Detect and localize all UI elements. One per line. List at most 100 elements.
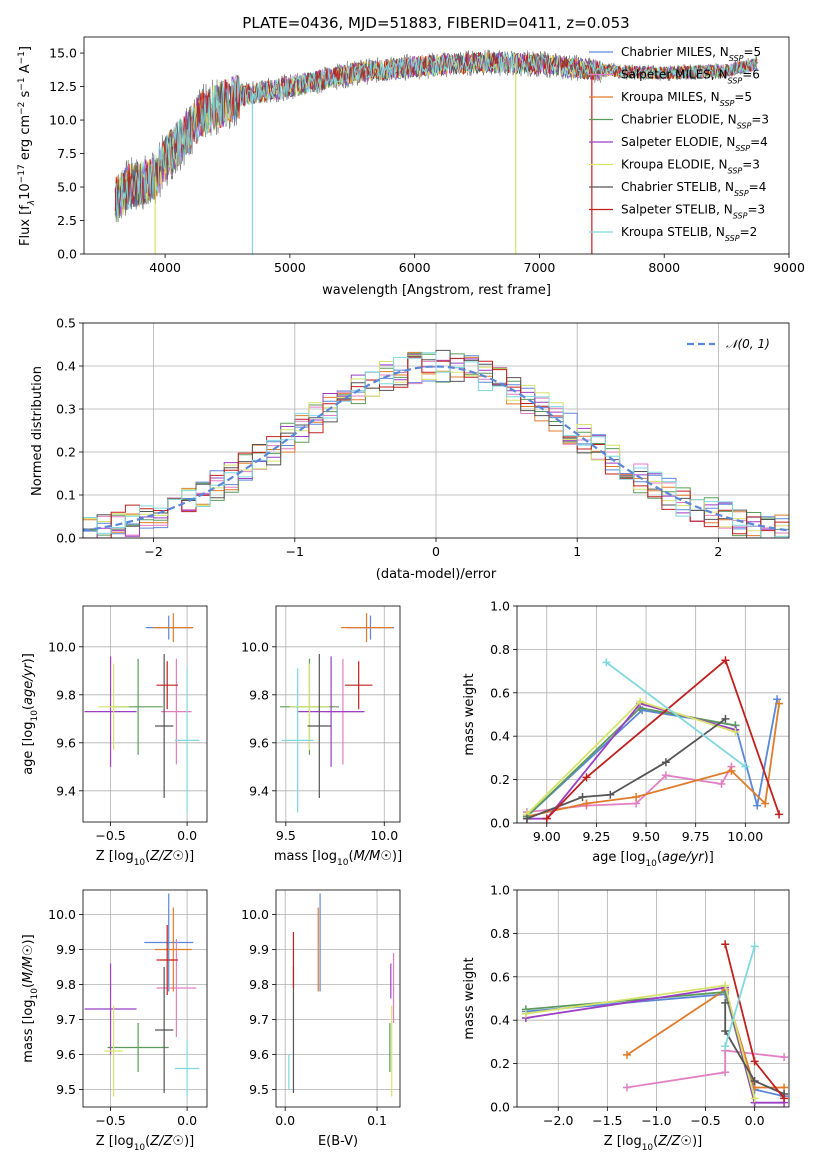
x-tick-label: 9.5 xyxy=(276,828,296,843)
y-tick-label: 10.0 xyxy=(48,639,76,654)
weight-series-8 xyxy=(602,658,750,771)
weight-marker xyxy=(522,814,531,823)
weight-marker xyxy=(721,998,730,1007)
spectrum-axes: 4000 5000 6000 7000 8000 9000 0.0 2.5 5.0 7.5 10.0… xyxy=(49,46,805,275)
weight-marker xyxy=(731,727,740,736)
errorbar-point-2 xyxy=(153,613,194,642)
ebv-xlabel: E(B-V) xyxy=(318,1134,358,1149)
weight-marker xyxy=(721,940,730,949)
weight-marker xyxy=(750,1076,759,1085)
weight-marker xyxy=(721,1042,730,1051)
x-tick-label: −0.5 xyxy=(95,1113,125,1128)
x-tick-label: 9.25 xyxy=(582,829,610,844)
residuals-xlabel: (data-model)/error xyxy=(376,567,497,582)
y-tick-label: 0.0 xyxy=(490,1100,510,1115)
x-tick-label: 4000 xyxy=(149,260,181,275)
legend-label: Kroupa STELIB, NSSP=2 xyxy=(621,225,757,243)
y-tick-label: 0.6 xyxy=(490,685,510,700)
residuals-ylabel: Normed distribution xyxy=(30,366,45,496)
age-vs-mass-frame xyxy=(275,605,401,823)
x-tick-label: 0.0 xyxy=(745,1113,765,1128)
weight-z-xlabel: Z [log10(Z/Z☉)] xyxy=(604,1134,703,1153)
legend-label: Chabrier ELODIE, NSSP=3 xyxy=(621,113,769,131)
y-tick-label: 9.4 xyxy=(56,783,76,798)
weight-marker xyxy=(717,779,726,788)
weight-series-4 xyxy=(521,983,789,1107)
errorbar-point-4 xyxy=(84,963,137,1055)
weight-marker xyxy=(582,773,591,782)
mass-vs-Z-frame xyxy=(82,889,208,1108)
x-tick-label: 0.0 xyxy=(275,1113,295,1128)
weight-marker xyxy=(721,1027,730,1036)
legend-label: Salpeter ELODIE, NSSP=4 xyxy=(621,135,768,153)
y-tick-label: 10.0 xyxy=(241,639,269,654)
errorbar-point-7 xyxy=(156,661,178,710)
x-tick-label: −1.0 xyxy=(641,1113,671,1128)
x-tick-label: −0.5 xyxy=(690,1113,720,1128)
errorbar-point-5 xyxy=(289,663,330,750)
weight-line xyxy=(724,946,756,1047)
weight-marker xyxy=(542,814,551,823)
weight-line xyxy=(546,658,780,820)
y-tick-label: 0.4 xyxy=(490,729,510,744)
x-tick-label: 10.0 xyxy=(370,828,398,843)
weight-marker xyxy=(775,699,784,708)
errorbar-point-1 xyxy=(156,939,197,1037)
weight-marker xyxy=(636,697,645,706)
weight-marker xyxy=(721,714,730,723)
y-tick-label: 0.3 xyxy=(56,402,76,417)
weight-marker xyxy=(775,810,784,819)
y-tick-label: 0.2 xyxy=(490,772,510,787)
y-tick-label: 0.0 xyxy=(57,247,77,262)
errorbar-point-6 xyxy=(154,967,174,1093)
weight-marker xyxy=(582,799,591,808)
weight-marker xyxy=(780,1094,789,1103)
errorbar-point-4 xyxy=(84,656,137,767)
weight-marker xyxy=(753,801,762,810)
spectrum-legend: Chabrier MILES, NSSP=5 Salpeter MILES, NS… xyxy=(589,45,769,243)
y-tick-label: 9.5 xyxy=(56,1082,76,1097)
y-tick-label: 9.9 xyxy=(249,942,269,957)
y-tick-label: 2.5 xyxy=(57,213,77,228)
legend-label: Chabrier STELIB, NSSP=4 xyxy=(621,180,766,198)
x-tick-label: 0 xyxy=(432,544,440,559)
errorbar-point-2 xyxy=(154,907,192,992)
errorbar-point-6 xyxy=(154,654,174,798)
x-tick-label: 1 xyxy=(573,544,581,559)
weight-line xyxy=(526,703,780,818)
y-tick-label: 9.8 xyxy=(56,977,76,992)
weight-marker xyxy=(578,792,587,801)
y-tick-label: 7.5 xyxy=(57,146,77,161)
legend-label: Kroupa ELODIE, NSSP=3 xyxy=(621,158,760,176)
y-tick-label: 0.6 xyxy=(490,969,510,984)
weight-marker xyxy=(773,695,782,704)
x-tick-label: 10.00 xyxy=(727,829,763,844)
errorbar-point-6 xyxy=(307,654,332,798)
age-vs-Z-axes: −0.5 0.0 9.4 9.6 9.8 10.0 xyxy=(48,606,207,843)
weight-marker xyxy=(622,1050,631,1059)
figure-title: PLATE=0436, MJD=51883, FIBERID=0411, z=0… xyxy=(242,14,629,32)
y-tick-label: 9.5 xyxy=(249,1082,269,1097)
weight-marker xyxy=(750,1057,759,1066)
weight-marker xyxy=(741,762,750,771)
weight-marker xyxy=(521,1009,530,1018)
y-tick-label: 9.8 xyxy=(249,687,269,702)
y-tick-label: 0.8 xyxy=(490,926,510,941)
weight-series-1 xyxy=(522,762,736,817)
mass-xlabel: mass [log10(M/M☉)] xyxy=(274,849,402,868)
y-tick-label: 9.6 xyxy=(56,735,76,750)
y-tick-label: 9.6 xyxy=(249,1047,269,1062)
weight-series-6 xyxy=(721,998,789,1098)
histogram-5 xyxy=(83,354,789,538)
x-tick-label: −0.5 xyxy=(95,828,125,843)
weight-line xyxy=(526,707,736,818)
legend-label: Kroupa MILES, NSSP=5 xyxy=(621,90,752,108)
legend-label: Salpeter STELIB, NSSP=3 xyxy=(621,203,765,221)
weight-vs-Z-ylabel: mass weight xyxy=(462,957,477,1039)
x-tick-label: 2 xyxy=(714,544,722,559)
weight-line xyxy=(724,1002,785,1095)
spectrum-ylabel: Flux [fλ10−17 erg cm−2 s−1 A−1] xyxy=(17,46,37,246)
spectrum-frame xyxy=(83,36,790,255)
weight-vs-Z-frame xyxy=(516,889,790,1108)
